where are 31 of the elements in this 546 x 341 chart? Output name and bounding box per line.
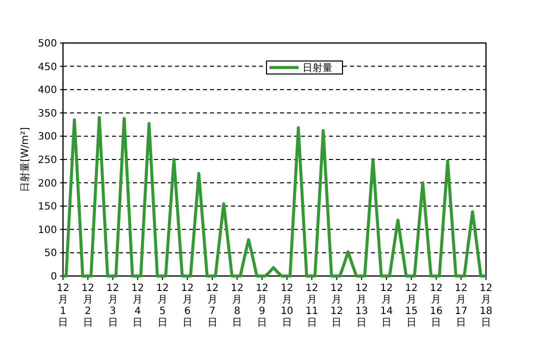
y-tick-label: 50 bbox=[44, 248, 57, 260]
legend-label: 日射量 bbox=[302, 62, 332, 74]
y-tick-label: 500 bbox=[38, 38, 57, 50]
x-tick-label: 12月14日 bbox=[380, 283, 393, 328]
y-axis-title: 日射量[W/m²] bbox=[19, 127, 31, 192]
x-tick-label: 12月11日 bbox=[305, 283, 318, 328]
x-tick-label: 12月9日 bbox=[256, 283, 268, 328]
y-tick-label: 300 bbox=[38, 132, 57, 143]
x-tick-label: 12月2日 bbox=[82, 283, 94, 328]
y-tick-label: 0 bbox=[50, 272, 57, 282]
y-tick-label: 200 bbox=[38, 178, 57, 190]
x-tick-label: 12月17日 bbox=[454, 283, 468, 328]
x-tick-label: 12月15日 bbox=[404, 283, 418, 328]
y-tick-label: 450 bbox=[38, 62, 57, 73]
y-tick-label: 350 bbox=[38, 108, 57, 120]
x-tick-label: 12月16日 bbox=[430, 283, 443, 328]
y-tick-label: 150 bbox=[38, 202, 57, 213]
x-tick-label: 12月3日 bbox=[106, 283, 120, 328]
x-tick-label: 12月18日 bbox=[480, 283, 492, 328]
x-tick-label: 12月1日 bbox=[56, 283, 70, 328]
x-tick-label: 12月12日 bbox=[330, 283, 344, 328]
y-tick-label: 400 bbox=[38, 85, 57, 96]
y-tick-label: 250 bbox=[38, 155, 57, 166]
x-tick-label: 12月6日 bbox=[181, 283, 194, 328]
x-tick-label: 12月10日 bbox=[280, 283, 294, 328]
y-tick-label: 100 bbox=[38, 224, 57, 236]
x-tick-label: 12月8日 bbox=[230, 283, 244, 328]
x-tick-label: 12月5日 bbox=[156, 283, 169, 328]
x-tick-label: 12月13日 bbox=[355, 283, 368, 328]
x-tick-label: 12月4日 bbox=[131, 283, 144, 328]
x-tick-label: 12月7日 bbox=[206, 283, 219, 328]
